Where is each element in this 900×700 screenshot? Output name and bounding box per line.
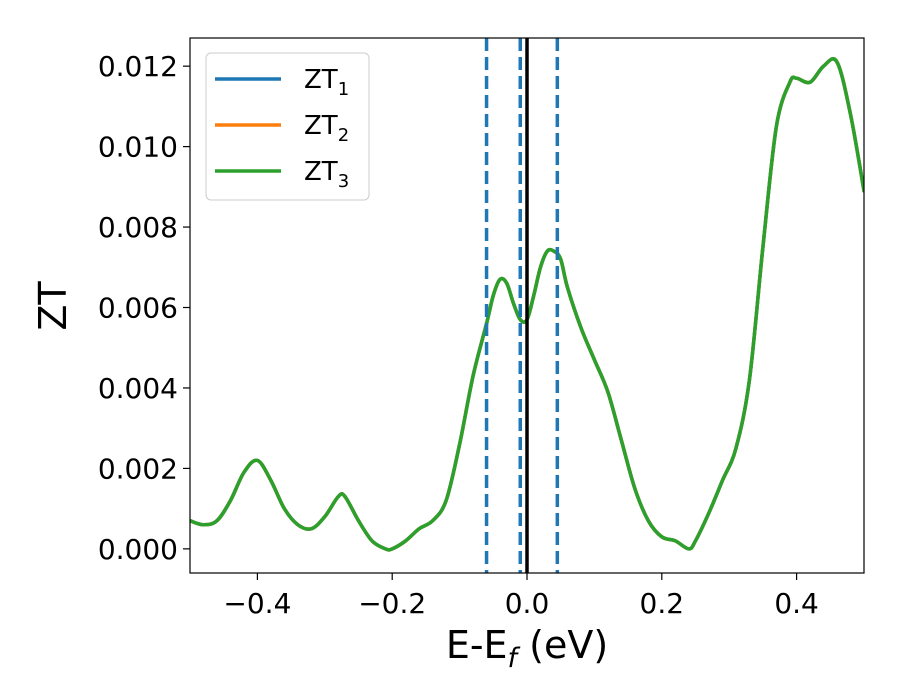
vertical-marker-lines xyxy=(484,38,560,573)
legend-label-2: ZT2 xyxy=(304,111,349,146)
y-tick-label: 0.006 xyxy=(98,292,178,325)
y-tick-label: 0.012 xyxy=(98,50,178,83)
legend-label-3: ZT3 xyxy=(304,157,349,192)
x-tick-label: 0.4 xyxy=(774,587,819,620)
legend: ZT1 ZT2 ZT3 xyxy=(205,52,370,201)
y-tick-label: 0.004 xyxy=(98,372,178,405)
y-tick-label: 0.002 xyxy=(98,452,178,485)
x-tick-label: −0.2 xyxy=(358,587,426,620)
y-axis-label: ZT xyxy=(31,281,75,331)
x-tick-label: 0.0 xyxy=(505,587,550,620)
y-tick-label: 0.010 xyxy=(98,131,178,164)
plot-lines xyxy=(190,57,864,552)
x-axis-label: E-Ef (eV) xyxy=(446,623,608,674)
x-axis-label-suffix: (eV) xyxy=(517,623,608,667)
series-line-3 xyxy=(190,57,864,552)
legend-box xyxy=(205,52,370,201)
y-tick-label: 0.008 xyxy=(98,211,178,244)
x-tick-label: 0.2 xyxy=(640,587,685,620)
x-axis-label-main: E-E xyxy=(446,623,508,667)
x-axis-ticks: −0.4 −0.2 0.0 0.2 0.4 xyxy=(223,573,819,620)
x-tick-label: −0.4 xyxy=(223,587,291,620)
y-tick-label: 0.000 xyxy=(98,533,178,566)
y-axis-ticks: 0.000 0.002 0.004 0.006 0.008 0.010 0.012 xyxy=(98,50,190,566)
legend-label-1: ZT1 xyxy=(304,65,349,100)
